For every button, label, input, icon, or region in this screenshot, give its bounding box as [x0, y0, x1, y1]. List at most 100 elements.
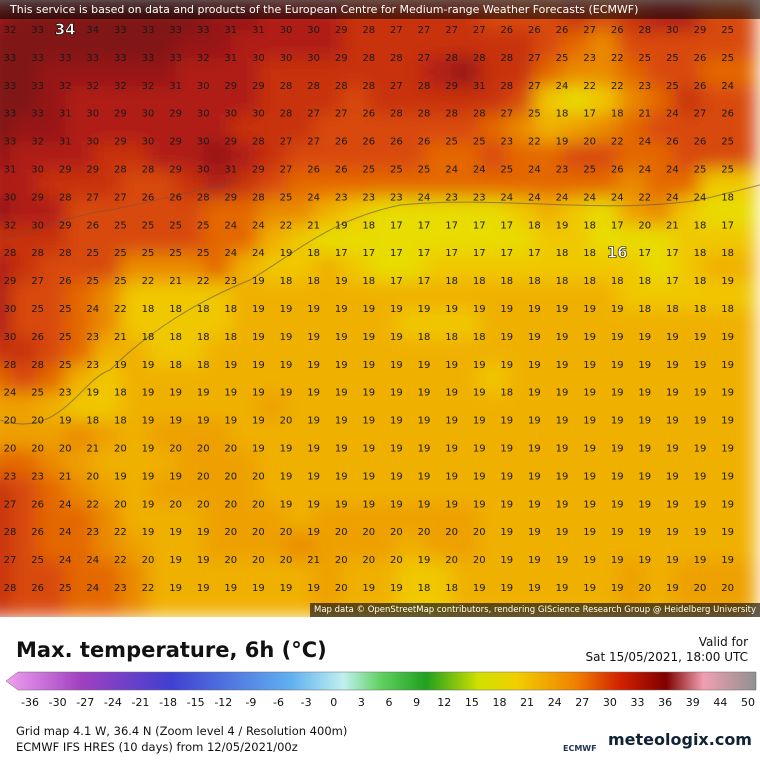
temp-value: 24 — [500, 192, 513, 203]
temp-value: 26 — [86, 220, 99, 231]
temp-value: 32 — [197, 53, 210, 64]
temp-value: 19 — [528, 416, 541, 427]
temp-value: 19 — [335, 388, 348, 399]
temp-value: 24 — [59, 527, 72, 538]
temp-value: 23 — [390, 192, 403, 203]
color-bar-tick: 50 — [741, 696, 755, 709]
temp-value: 19 — [638, 499, 651, 510]
temp-value: 29 — [114, 109, 127, 120]
temp-value: 33 — [4, 81, 17, 92]
temp-value: 24 — [583, 192, 596, 203]
temp-value: 31 — [169, 81, 182, 92]
temp-value: 19 — [280, 332, 293, 343]
temp-value: 25 — [59, 304, 72, 315]
temp-value: 19 — [224, 360, 237, 371]
temp-value: 24 — [666, 192, 679, 203]
temp-value: 18 — [142, 332, 155, 343]
temp-value: 25 — [197, 220, 210, 231]
temp-value: 19 — [169, 471, 182, 482]
temp-value: 19 — [611, 304, 624, 315]
temp-value: 20 — [445, 555, 458, 566]
temp-value: 25 — [666, 53, 679, 64]
temp-value: 20 — [280, 527, 293, 538]
temp-value: 18 — [86, 416, 99, 427]
temp-value: 20 — [638, 220, 651, 231]
temp-value: 29 — [169, 109, 182, 120]
temp-value: 25 — [721, 53, 734, 64]
temp-value: 17 — [418, 248, 431, 259]
temp-value: 24 — [86, 583, 99, 594]
temp-value: 18 — [197, 304, 210, 315]
temp-value: 19 — [666, 471, 679, 482]
temp-value: 19 — [500, 527, 513, 538]
temp-value: 22 — [142, 583, 155, 594]
temp-value: 17 — [473, 220, 486, 231]
temp-value: 25 — [31, 304, 44, 315]
temp-value: 20 — [224, 499, 237, 510]
temp-value: 19 — [694, 332, 707, 343]
temp-value: 25 — [197, 248, 210, 259]
temp-value: 20 — [390, 555, 403, 566]
temp-value: 26 — [31, 499, 44, 510]
temp-value: 28 — [473, 109, 486, 120]
temp-value: 20 — [114, 444, 127, 455]
temp-value: 32 — [86, 81, 99, 92]
temp-value: 25 — [390, 165, 403, 176]
temp-value: 29 — [59, 220, 72, 231]
color-bar-tick: 33 — [630, 696, 645, 709]
temp-value: 30 — [4, 192, 17, 203]
color-bar-tick: -9 — [245, 696, 257, 709]
temp-value: 19 — [583, 360, 596, 371]
temp-value: 19 — [666, 555, 679, 566]
temp-value: 18 — [528, 220, 541, 231]
temp-value: 19 — [556, 444, 569, 455]
temp-value: 19 — [59, 416, 72, 427]
temp-value: 19 — [528, 499, 541, 510]
temp-value: 29 — [224, 192, 237, 203]
border-line — [0, 179, 241, 241]
temp-value: 19 — [556, 137, 569, 148]
temp-value: 33 — [31, 25, 44, 36]
temp-value: 24 — [638, 137, 651, 148]
temp-value: 19 — [638, 471, 651, 482]
temp-value: 20 — [418, 527, 431, 538]
temp-value: 32 — [114, 81, 127, 92]
temp-value: 20 — [252, 499, 265, 510]
temp-value: 27 — [86, 192, 99, 203]
temp-value: 20 — [114, 499, 127, 510]
temp-value: 22 — [528, 137, 541, 148]
temp-value: 19 — [169, 388, 182, 399]
temp-value: 19 — [335, 220, 348, 231]
temp-value: 19 — [445, 471, 458, 482]
temp-value: 27 — [307, 109, 320, 120]
temp-value: 23 — [86, 527, 99, 538]
temp-value: 26 — [721, 109, 734, 120]
temp-value: 18 — [694, 248, 707, 259]
temp-value: 28 — [280, 109, 293, 120]
temp-value: 19 — [528, 583, 541, 594]
temp-value: 20 — [445, 527, 458, 538]
temp-value: 19 — [224, 416, 237, 427]
temp-value: 28 — [59, 192, 72, 203]
temp-value: 17 — [473, 248, 486, 259]
temp-value: 27 — [307, 137, 320, 148]
temp-value: 20 — [252, 555, 265, 566]
temp-value: 19 — [280, 499, 293, 510]
temp-value: 19 — [418, 304, 431, 315]
temp-value: 19 — [362, 471, 375, 482]
temp-value: 18 — [114, 416, 127, 427]
temp-value: 20 — [362, 527, 375, 538]
temp-value: 18 — [638, 276, 651, 287]
temp-value: 33 — [142, 25, 155, 36]
color-bar-tick: -12 — [214, 696, 233, 709]
temp-value: 26 — [418, 137, 431, 148]
temp-value: 28 — [4, 360, 17, 371]
temp-value: 19 — [611, 444, 624, 455]
temp-value: 28 — [4, 527, 17, 538]
coastline — [0, 184, 760, 425]
color-bar-tick: 0 — [330, 696, 338, 709]
temp-value: 19 — [721, 360, 734, 371]
temp-value: 17 — [390, 220, 403, 231]
temp-value: 19 — [611, 360, 624, 371]
color-bar-tick: 3 — [357, 696, 365, 709]
